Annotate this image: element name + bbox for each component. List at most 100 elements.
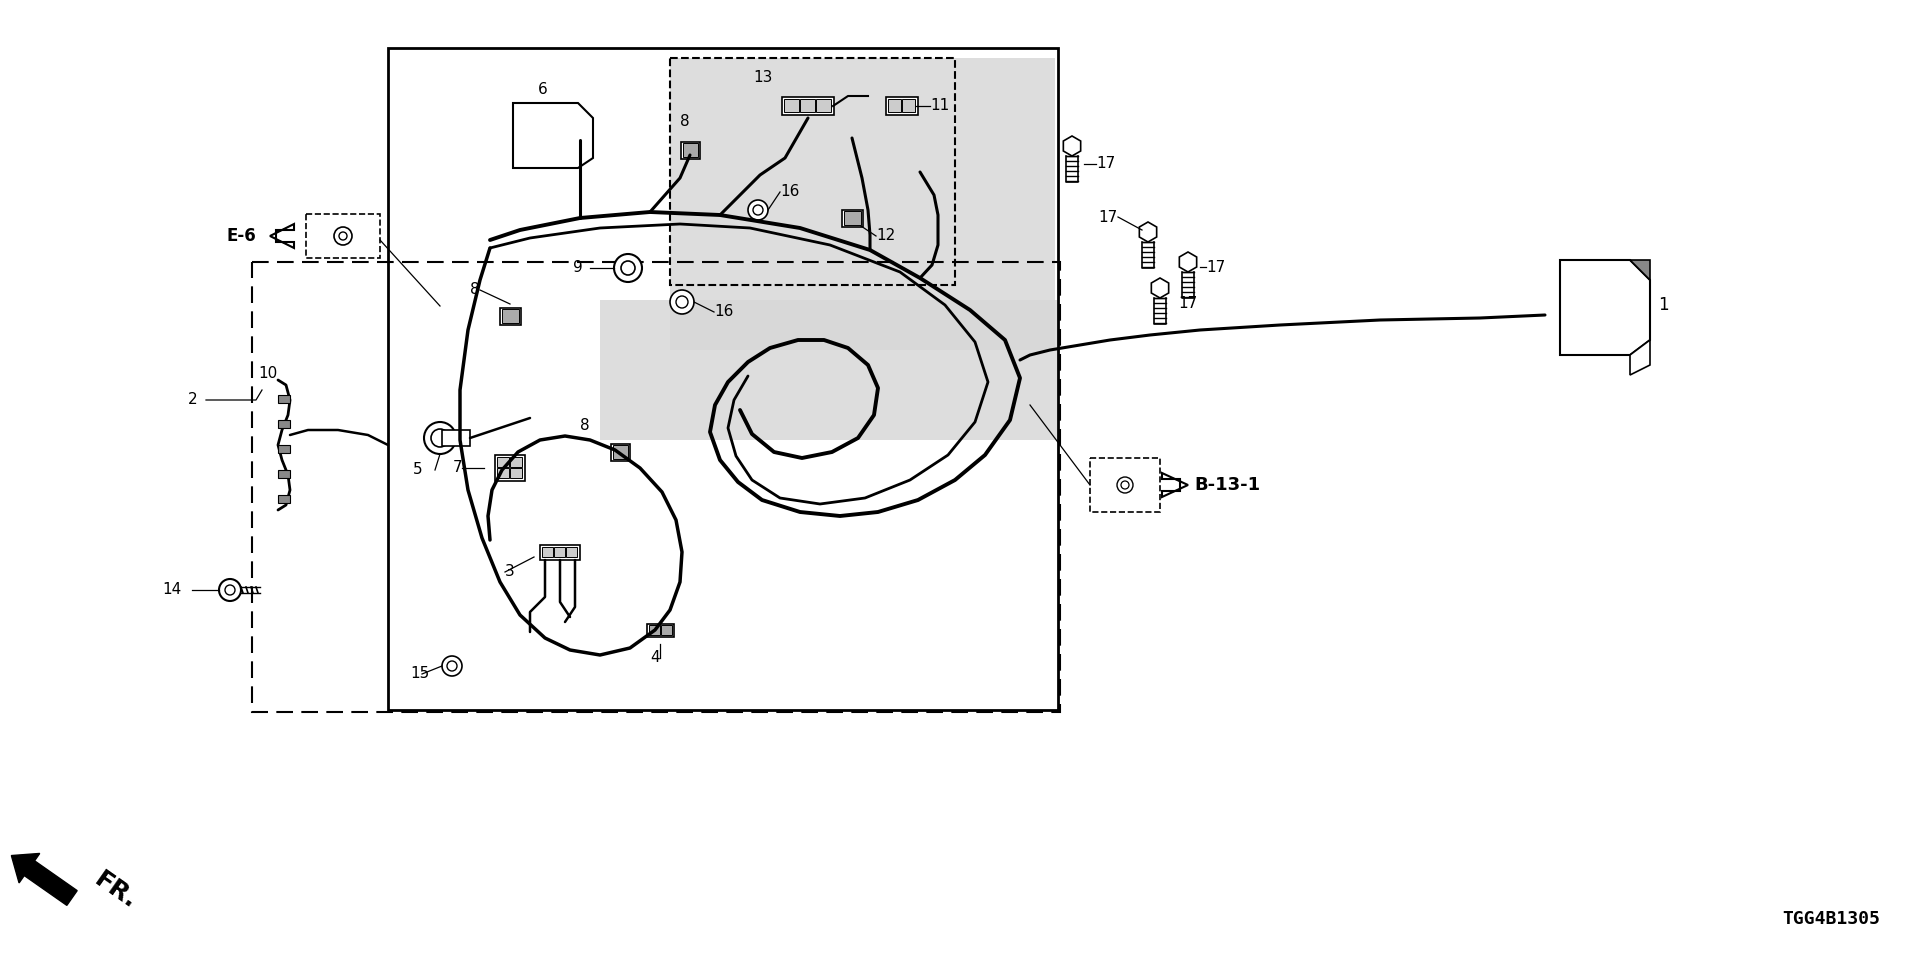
- Circle shape: [620, 261, 636, 275]
- Bar: [647, 623, 674, 636]
- Bar: [843, 211, 860, 225]
- Circle shape: [1121, 481, 1129, 489]
- Bar: [841, 209, 862, 227]
- Bar: [902, 99, 916, 112]
- Bar: [801, 99, 814, 112]
- Bar: [497, 468, 509, 478]
- Bar: [534, 138, 547, 148]
- Bar: [816, 99, 831, 112]
- Text: 17: 17: [1096, 156, 1116, 172]
- Circle shape: [753, 205, 762, 215]
- Circle shape: [442, 656, 463, 676]
- Bar: [442, 430, 470, 446]
- Text: B-13-1: B-13-1: [1194, 476, 1260, 494]
- Circle shape: [1117, 477, 1133, 493]
- Polygon shape: [1162, 473, 1188, 497]
- Bar: [680, 141, 699, 158]
- Bar: [1574, 295, 1588, 312]
- Text: 3: 3: [505, 564, 515, 580]
- Bar: [682, 143, 697, 157]
- Bar: [1592, 270, 1603, 287]
- Bar: [781, 97, 833, 115]
- Bar: [885, 97, 918, 115]
- Bar: [540, 544, 580, 560]
- Bar: [278, 420, 290, 428]
- Text: 8: 8: [470, 282, 480, 298]
- Polygon shape: [1559, 260, 1649, 355]
- Polygon shape: [12, 853, 40, 883]
- Circle shape: [614, 254, 641, 282]
- Text: 11: 11: [929, 99, 948, 113]
- Bar: [388, 48, 1058, 710]
- Polygon shape: [271, 224, 294, 248]
- Bar: [511, 468, 522, 478]
- Bar: [660, 625, 672, 635]
- Circle shape: [676, 296, 687, 308]
- Text: 17: 17: [1206, 259, 1225, 275]
- Circle shape: [430, 429, 449, 447]
- Bar: [511, 457, 522, 467]
- Bar: [1091, 458, 1160, 512]
- Text: 9: 9: [574, 260, 584, 276]
- Polygon shape: [499, 58, 1054, 350]
- Bar: [278, 470, 290, 478]
- Text: E-6: E-6: [227, 227, 255, 245]
- Circle shape: [340, 232, 348, 240]
- Text: 4: 4: [651, 651, 660, 665]
- Polygon shape: [1064, 136, 1081, 156]
- Text: 6: 6: [538, 83, 547, 98]
- Bar: [497, 457, 509, 467]
- Bar: [252, 262, 1060, 712]
- Bar: [1592, 295, 1603, 312]
- Circle shape: [219, 579, 242, 601]
- Text: 12: 12: [876, 228, 895, 244]
- Bar: [278, 395, 290, 403]
- Bar: [1607, 295, 1620, 312]
- Bar: [278, 445, 290, 453]
- Polygon shape: [1139, 222, 1156, 242]
- Bar: [1607, 270, 1620, 287]
- Bar: [495, 455, 524, 481]
- Bar: [501, 309, 518, 323]
- Polygon shape: [513, 103, 593, 168]
- Text: 13: 13: [753, 70, 772, 85]
- Bar: [555, 546, 564, 557]
- Circle shape: [225, 585, 234, 595]
- Polygon shape: [1152, 278, 1169, 298]
- Text: 17: 17: [1179, 296, 1198, 310]
- Text: 17: 17: [1098, 209, 1117, 225]
- Bar: [534, 127, 547, 137]
- Text: 10: 10: [257, 366, 276, 380]
- Polygon shape: [1630, 260, 1649, 280]
- Text: 16: 16: [714, 304, 733, 320]
- Bar: [611, 444, 630, 461]
- Bar: [547, 138, 561, 148]
- Polygon shape: [1630, 340, 1649, 375]
- Bar: [783, 99, 799, 112]
- Polygon shape: [1179, 252, 1196, 272]
- Circle shape: [749, 200, 768, 220]
- Circle shape: [670, 290, 693, 314]
- Text: 16: 16: [780, 184, 799, 200]
- Bar: [541, 546, 553, 557]
- Text: 2: 2: [188, 393, 198, 407]
- Bar: [566, 546, 578, 557]
- Bar: [499, 307, 520, 324]
- Bar: [612, 445, 628, 459]
- Bar: [670, 58, 954, 285]
- Text: TGG4B1305: TGG4B1305: [1782, 910, 1880, 928]
- Circle shape: [447, 661, 457, 671]
- Circle shape: [424, 422, 457, 454]
- Bar: [532, 125, 564, 151]
- Text: 14: 14: [163, 583, 182, 597]
- Bar: [547, 127, 561, 137]
- Bar: [649, 625, 659, 635]
- Text: 8: 8: [680, 114, 689, 130]
- Bar: [887, 99, 900, 112]
- Text: 7: 7: [453, 461, 463, 475]
- Bar: [1574, 270, 1588, 287]
- Text: 5: 5: [413, 463, 422, 477]
- Polygon shape: [25, 861, 77, 905]
- Text: 1: 1: [1659, 296, 1668, 314]
- Circle shape: [334, 227, 351, 245]
